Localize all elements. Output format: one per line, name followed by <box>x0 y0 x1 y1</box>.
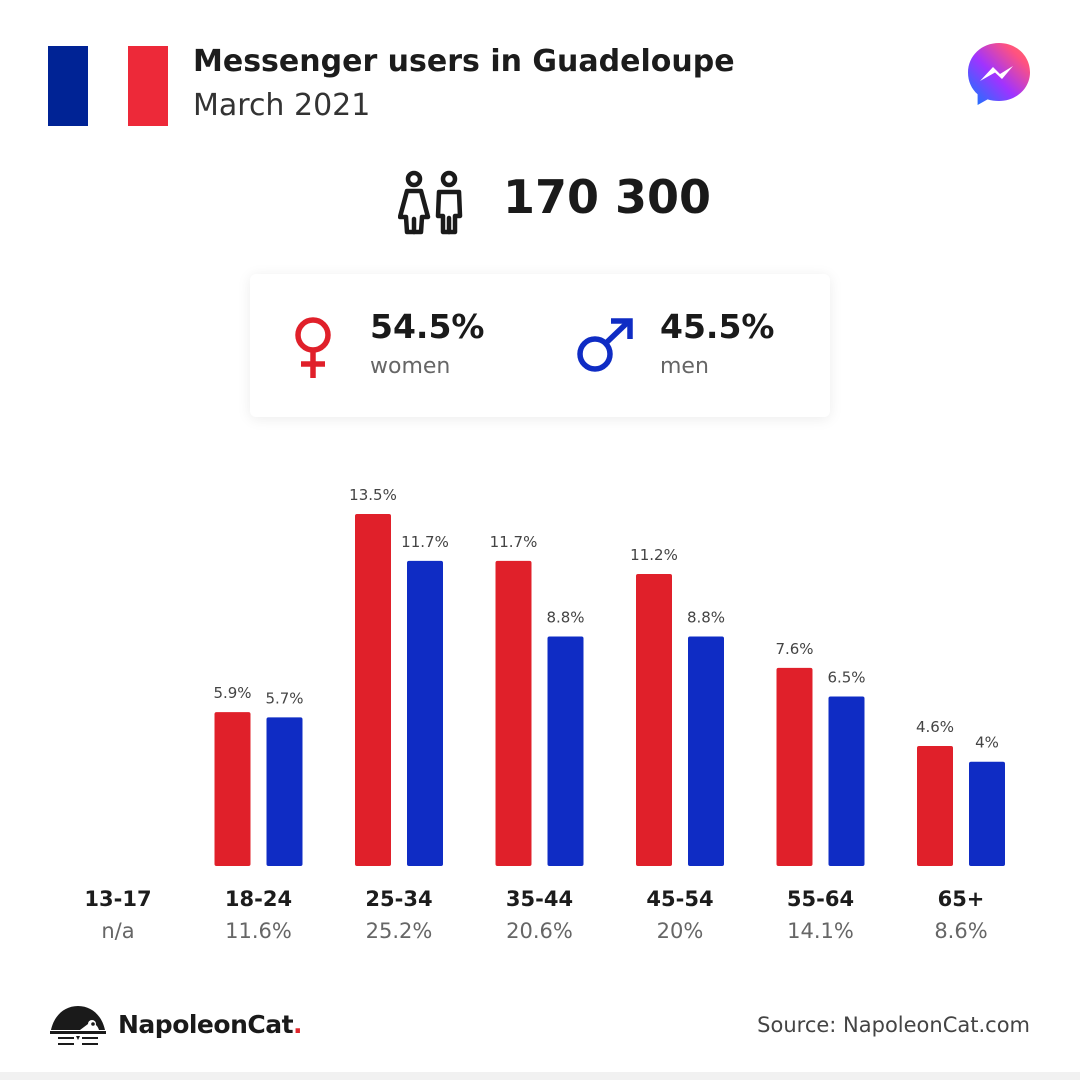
page-subtitle: March 2021 <box>193 88 371 123</box>
category-label: 55-64 <box>787 887 854 911</box>
category-label: 13-17 <box>84 887 151 911</box>
female-symbol-icon <box>295 317 331 378</box>
bar-men-45-54 <box>688 636 724 866</box>
bar-value-label: 13.5% <box>349 486 397 504</box>
bar-value-label: 6.5% <box>827 669 865 687</box>
total-users: 170 300 <box>503 170 712 224</box>
bar-value-label: 4% <box>975 734 999 752</box>
bar-women-18-24 <box>214 712 251 866</box>
category-total: 14.1% <box>787 919 854 943</box>
category-total: 11.6% <box>225 919 292 943</box>
men-percentage: 45.5% <box>660 307 775 346</box>
bar-value-label: 7.6% <box>775 640 813 658</box>
category-total: 20% <box>657 919 704 943</box>
bar-value-label: 5.7% <box>265 689 303 707</box>
bar-women-65+ <box>917 746 953 866</box>
bar-value-label: 8.8% <box>546 609 584 627</box>
source-credit: Source: NapoleonCat.com <box>757 1013 1030 1037</box>
category-label: 45-54 <box>646 887 713 911</box>
country-flag <box>48 46 168 126</box>
bar-value-label: 11.7% <box>401 533 449 551</box>
page-title: Messenger users in Guadeloupe <box>193 44 735 79</box>
category-label: 18-24 <box>225 887 292 911</box>
category-label: 35-44 <box>506 887 573 911</box>
gender-card: 54.5% women 45.5% men <box>250 274 830 417</box>
women-percentage: 54.5% <box>370 307 485 346</box>
bar-value-label: 8.8% <box>687 609 725 627</box>
bar-value-label: 5.9% <box>213 684 251 702</box>
bottom-strip <box>0 1072 1080 1080</box>
brand-dot: . <box>293 1010 303 1039</box>
bar-men-35-44 <box>547 636 584 866</box>
messenger-logo-icon <box>968 43 1030 105</box>
brand-name-text: NapoleonCat <box>118 1010 294 1039</box>
category-total: 25.2% <box>366 919 433 943</box>
bar-value-label: 11.2% <box>630 546 678 564</box>
women-label: women <box>370 354 451 379</box>
brand-name: NapoleonCat. <box>118 1010 303 1039</box>
flag-band-red <box>128 46 168 126</box>
bar-women-25-34 <box>355 514 391 866</box>
category-label: 65+ <box>938 887 985 911</box>
bar-men-18-24 <box>266 717 303 866</box>
bar-women-35-44 <box>495 560 532 866</box>
bar-women-55-64 <box>776 667 813 866</box>
bar-men-55-64 <box>828 696 865 866</box>
bar-value-label: 11.7% <box>490 533 538 551</box>
bar-value-label: 4.6% <box>916 718 954 736</box>
category-label: 25-34 <box>365 887 432 911</box>
bar-men-25-34 <box>407 560 443 866</box>
male-symbol-icon <box>577 318 633 372</box>
category-total: 8.6% <box>934 919 987 943</box>
napoleoncat-logo-icon <box>50 1006 106 1045</box>
men-label: men <box>660 354 709 379</box>
flag-band-blue <box>48 46 88 126</box>
bar-men-65+ <box>969 761 1005 866</box>
bar-women-45-54 <box>636 573 672 866</box>
people-icon <box>398 170 463 235</box>
category-total: n/a <box>101 919 134 943</box>
flag-band-white <box>88 46 128 126</box>
category-total: 20.6% <box>506 919 573 943</box>
